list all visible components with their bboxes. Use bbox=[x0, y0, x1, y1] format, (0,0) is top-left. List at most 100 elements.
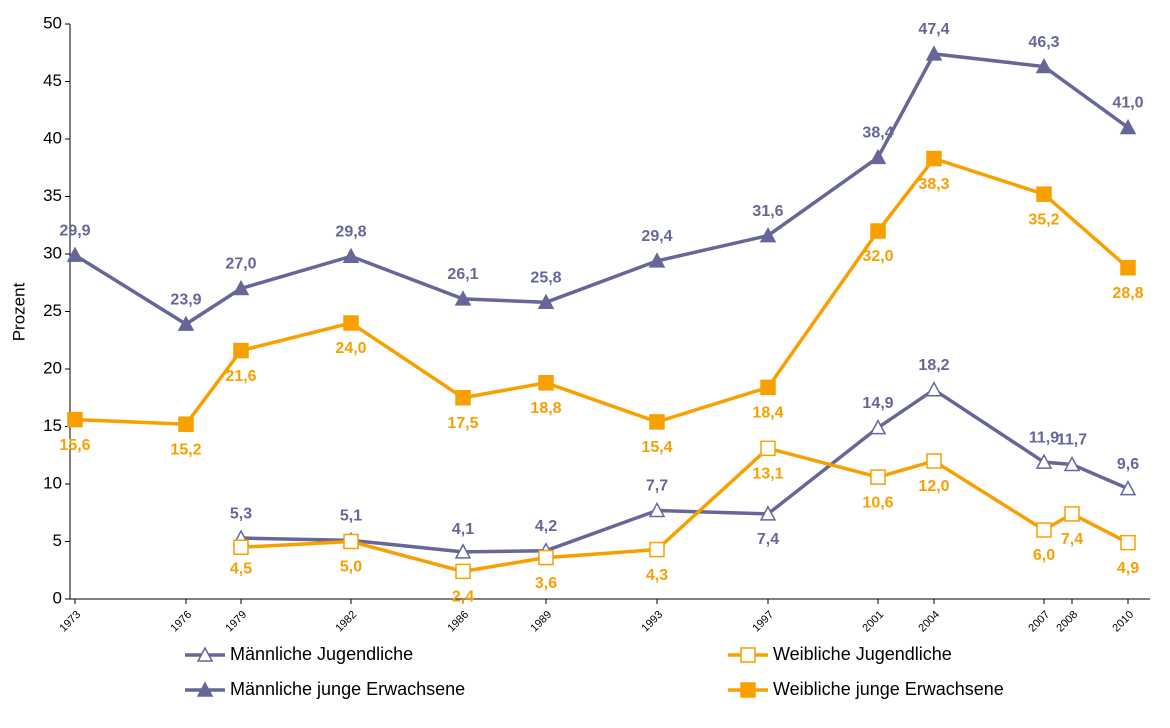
value-label: 13,1 bbox=[752, 466, 783, 483]
x-tick-label: 2010 bbox=[1110, 609, 1136, 635]
data-point bbox=[1119, 118, 1137, 135]
data-point bbox=[342, 247, 360, 264]
y-tick-label: 20 bbox=[43, 358, 62, 377]
value-label: 32,0 bbox=[862, 248, 893, 265]
data-point bbox=[232, 279, 250, 296]
y-tick-label: 5 bbox=[53, 531, 62, 550]
legend-marker bbox=[740, 682, 756, 698]
value-label: 21,6 bbox=[225, 368, 256, 385]
data-point bbox=[649, 414, 665, 430]
legend-label: Weibliche Jugendliche bbox=[773, 644, 952, 664]
data-point bbox=[343, 315, 359, 331]
value-label: 12,0 bbox=[918, 478, 949, 495]
data-point bbox=[759, 505, 777, 521]
value-label: 7,7 bbox=[646, 478, 668, 495]
value-label: 25,8 bbox=[530, 270, 561, 287]
legend-marker bbox=[740, 647, 756, 663]
value-label: 38,3 bbox=[918, 176, 949, 193]
x-tick-label: 1993 bbox=[639, 609, 665, 635]
y-tick-label: 10 bbox=[43, 473, 62, 492]
x-tick-label: 2008 bbox=[1054, 609, 1080, 635]
data-point bbox=[1036, 522, 1052, 538]
value-label: 11,9 bbox=[1029, 429, 1059, 446]
data-point bbox=[343, 533, 359, 550]
data-point bbox=[925, 45, 943, 61]
data-point bbox=[870, 223, 886, 239]
data-point bbox=[538, 375, 554, 391]
y-tick-label: 0 bbox=[53, 588, 62, 607]
data-point bbox=[1120, 534, 1136, 551]
data-point bbox=[454, 543, 472, 559]
data-point bbox=[177, 315, 195, 331]
series-line bbox=[74, 156, 1130, 426]
value-label: 18,2 bbox=[918, 357, 949, 374]
y-axis-label: Prozent bbox=[9, 282, 28, 341]
value-label: 18,8 bbox=[530, 400, 561, 417]
data-point bbox=[759, 227, 777, 243]
data-point bbox=[926, 150, 942, 167]
data-point bbox=[1035, 453, 1053, 469]
data-point bbox=[760, 440, 776, 457]
x-tick-label: 1982 bbox=[333, 609, 359, 635]
value-label: 29,4 bbox=[641, 228, 672, 245]
value-label: 4,9 bbox=[1117, 560, 1139, 577]
value-label: 14,9 bbox=[862, 395, 893, 412]
value-label: 7,4 bbox=[757, 531, 779, 548]
value-label: 5,1 bbox=[340, 508, 362, 525]
value-label: 4,5 bbox=[230, 560, 252, 577]
data-point bbox=[233, 539, 249, 555]
x-tick-label: 1989 bbox=[528, 609, 554, 635]
x-tick-label: 2007 bbox=[1026, 609, 1052, 635]
value-label: 2,4 bbox=[452, 589, 474, 606]
value-label: 35,2 bbox=[1028, 211, 1059, 228]
value-label: 17,5 bbox=[447, 415, 478, 432]
value-label: 18,4 bbox=[752, 405, 783, 422]
y-tick-label: 25 bbox=[43, 301, 62, 320]
data-point bbox=[1063, 455, 1081, 472]
value-label: 15,2 bbox=[170, 441, 201, 458]
data-point bbox=[648, 501, 666, 518]
legend-marker bbox=[196, 681, 214, 697]
data-point bbox=[233, 342, 249, 359]
data-point bbox=[1120, 260, 1136, 276]
y-tick-label: 45 bbox=[43, 71, 62, 90]
x-tick-label: 2004 bbox=[916, 609, 942, 635]
data-point bbox=[1064, 506, 1080, 522]
value-label: 47,4 bbox=[918, 21, 949, 38]
value-label: 41,0 bbox=[1112, 95, 1143, 112]
value-label: 23,9 bbox=[170, 291, 201, 308]
data-point bbox=[537, 293, 555, 310]
data-point bbox=[926, 453, 942, 469]
legend-label: Weibliche junge Erwachsene bbox=[773, 679, 1004, 699]
value-label: 10,6 bbox=[862, 494, 893, 511]
value-label: 3,6 bbox=[535, 575, 557, 592]
y-tick-label: 35 bbox=[43, 186, 62, 205]
y-tick-label: 30 bbox=[43, 243, 62, 262]
value-label: 15,4 bbox=[641, 439, 672, 456]
data-point bbox=[760, 379, 776, 396]
value-label: 4,3 bbox=[646, 567, 668, 584]
data-point bbox=[1036, 186, 1052, 202]
value-label: 29,9 bbox=[59, 222, 90, 239]
series-line bbox=[74, 52, 1130, 327]
y-tick-label: 40 bbox=[43, 128, 62, 147]
value-label: 5,0 bbox=[340, 559, 362, 576]
value-label: 11,7 bbox=[1057, 432, 1087, 449]
data-point bbox=[455, 390, 471, 406]
data-point bbox=[648, 252, 666, 268]
value-label: 9,6 bbox=[1117, 456, 1139, 473]
data-point bbox=[538, 549, 554, 566]
value-label: 31,6 bbox=[752, 203, 783, 220]
value-label: 38,4 bbox=[862, 125, 893, 142]
y-tick-label: 50 bbox=[43, 13, 62, 32]
value-label: 7,4 bbox=[1061, 531, 1083, 548]
value-label: 24,0 bbox=[335, 340, 366, 357]
legend-label: Männliche junge Erwachsene bbox=[230, 679, 465, 699]
data-point bbox=[67, 411, 83, 428]
value-label: 27,0 bbox=[225, 256, 256, 273]
legend-label: Männliche Jugendliche bbox=[230, 644, 413, 664]
x-tick-label: 1979 bbox=[223, 609, 249, 635]
data-point bbox=[66, 246, 84, 262]
value-label: 26,1 bbox=[447, 266, 478, 283]
data-point bbox=[455, 563, 471, 580]
